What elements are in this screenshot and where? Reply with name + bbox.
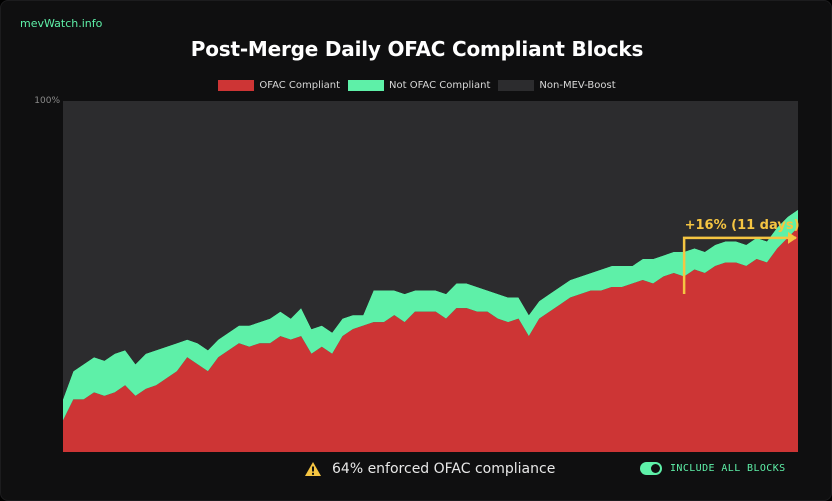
legend-item-not-ofac[interactable]: Not OFAC Compliant bbox=[348, 80, 490, 91]
legend-item-non-mev[interactable]: Non-MEV-Boost bbox=[498, 80, 616, 91]
chart-legend: OFAC Compliant Not OFAC Compliant Non-ME… bbox=[1, 80, 831, 91]
toggle-switch[interactable] bbox=[640, 462, 662, 475]
brand-logo-text[interactable]: mevWatch.info bbox=[20, 17, 103, 30]
legend-label-not-ofac: Not OFAC Compliant bbox=[389, 80, 491, 91]
y-tick-label-100: 100% bbox=[34, 96, 60, 106]
compliance-text: 64% enforced OFAC compliance bbox=[332, 461, 556, 477]
legend-label-ofac: OFAC Compliant bbox=[259, 80, 341, 91]
toggle-knob bbox=[651, 464, 660, 473]
warning-icon bbox=[305, 462, 321, 476]
annotation-label: +16% (11 days) bbox=[685, 218, 800, 233]
legend-label-non-mev: Non-MEV-Boost bbox=[539, 80, 616, 91]
legend-item-ofac[interactable]: OFAC Compliant bbox=[218, 80, 340, 91]
annotation-bracket bbox=[682, 236, 796, 295]
legend-swatch-ofac bbox=[218, 80, 255, 91]
include-all-blocks-toggle[interactable]: INCLUDE ALL BLOCKS bbox=[640, 462, 786, 475]
compliance-note: 64% enforced OFAC compliance bbox=[304, 461, 555, 477]
area-ofac-compliant bbox=[63, 227, 798, 452]
legend-swatch-not-ofac bbox=[348, 80, 385, 91]
area-non-mev-boost bbox=[63, 101, 798, 400]
annotation-arrowhead bbox=[788, 231, 797, 244]
toggle-label: INCLUDE ALL BLOCKS bbox=[670, 463, 786, 474]
chart-title: Post-Merge Daily OFAC Compliant Blocks bbox=[190, 37, 644, 61]
legend-swatch-non-mev bbox=[498, 80, 535, 91]
